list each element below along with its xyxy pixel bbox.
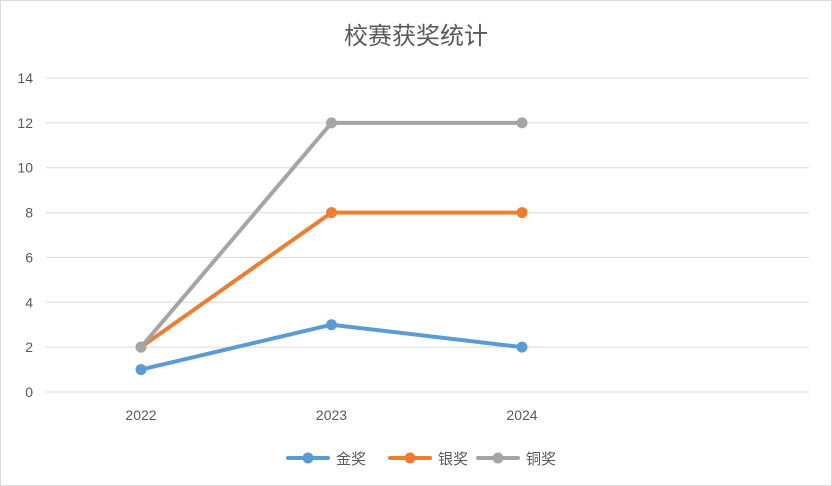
series-line-3	[139, 120, 524, 350]
data-point	[516, 117, 528, 129]
chart-title: 校赛获奖统计	[344, 22, 488, 50]
y-tick-label: 2	[25, 339, 33, 355]
x-tick-label: 2023	[316, 407, 347, 423]
y-tick-label: 6	[25, 249, 33, 265]
y-axis: 0 2 4 6 8 10 12 14	[17, 70, 33, 400]
x-tick-label: 2022	[125, 407, 156, 423]
x-tick-label: 2024	[506, 407, 537, 423]
y-tick-label: 4	[25, 294, 33, 310]
data-point	[135, 364, 147, 376]
legend: 金奖 银奖 铜奖	[286, 450, 556, 468]
legend-marker-2	[404, 452, 416, 464]
x-axis: 2022 2023 2024	[125, 407, 537, 423]
data-point	[326, 207, 337, 219]
legend-label: 金奖	[336, 450, 366, 468]
gridlines	[46, 77, 809, 393]
legend-marker-3	[492, 452, 504, 464]
data-point	[326, 117, 337, 129]
y-tick-label: 0	[25, 384, 33, 400]
data-point	[326, 319, 337, 331]
data-point	[135, 341, 147, 353]
data-point	[516, 207, 528, 219]
y-tick-label: 14	[17, 70, 33, 86]
series-group	[135, 117, 528, 376]
y-tick-label: 12	[17, 115, 33, 131]
data-point	[516, 341, 528, 353]
legend-label: 银奖	[438, 450, 468, 468]
y-tick-label: 10	[17, 160, 33, 176]
legend-label: 铜奖	[526, 450, 556, 468]
y-tick-label: 8	[25, 205, 33, 221]
legend-marker-1	[302, 452, 314, 464]
